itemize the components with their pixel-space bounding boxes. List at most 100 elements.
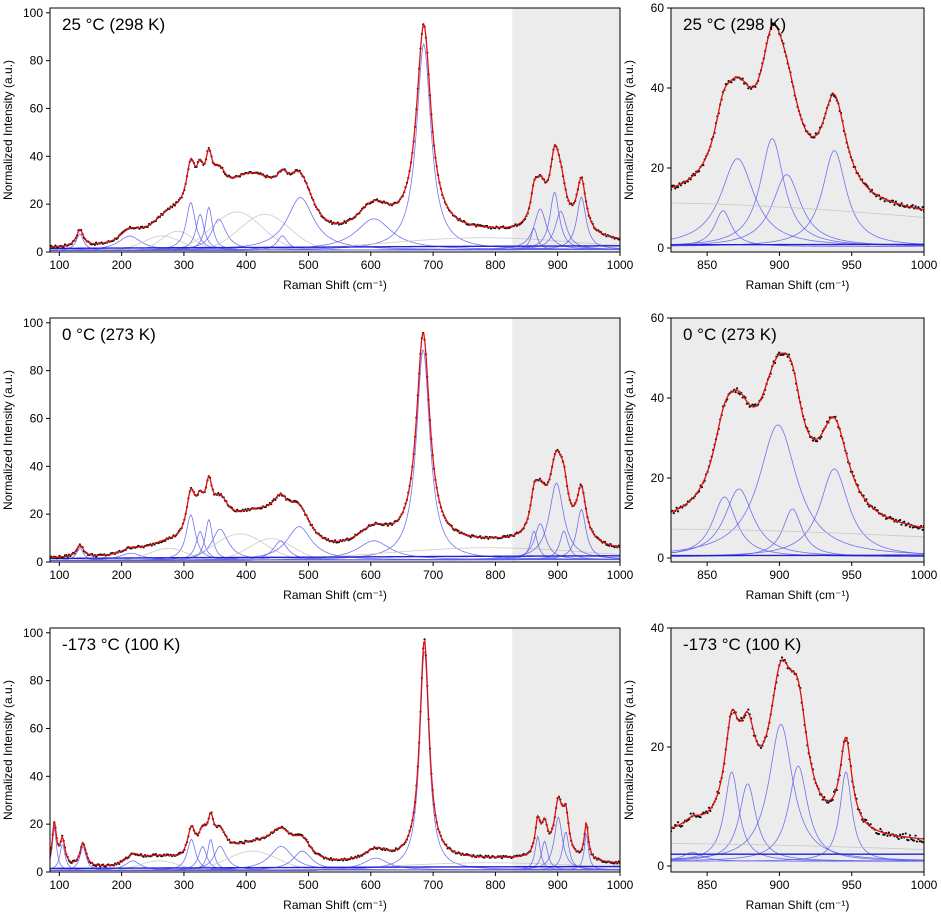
x-tick-label: 200 — [112, 568, 132, 582]
x-tick-label: 800 — [485, 568, 505, 582]
y-tick-label: 100 — [23, 316, 43, 330]
y-axis-label: Normalized Intensity (a.u.) — [622, 370, 636, 510]
y-tick-label: 20 — [30, 817, 44, 831]
x-tick-label: 800 — [485, 878, 505, 892]
y-axis-label: Normalized Intensity (a.u.) — [622, 680, 636, 820]
x-axis-label: Raman Shift (cm⁻¹) — [283, 898, 387, 912]
y-tick-label: 80 — [30, 364, 44, 378]
x-tick-label: 850 — [697, 568, 717, 582]
baseline-line — [50, 865, 620, 870]
panel-title: -173 °C (100 K) — [62, 635, 180, 654]
data-point — [676, 821, 680, 824]
plot-frame — [670, 317, 925, 563]
cumulative-fit-line — [671, 23, 924, 211]
peak-component-4 — [671, 765, 924, 861]
y-tick-label: 0 — [36, 245, 43, 259]
y-tick-label: 80 — [30, 54, 44, 68]
data-point — [780, 656, 784, 659]
cumulative-fit-line — [50, 22, 620, 248]
y-tick-label: 20 — [30, 197, 44, 211]
data-point — [747, 87, 750, 90]
y-tick-label: 20 — [651, 161, 665, 175]
data-point — [865, 819, 868, 822]
x-tick-label: 1000 — [607, 878, 634, 892]
chart-panel-main-273K: 100 200 300 400 500 600 700 800 900 1000 0 20 40 60 80… — [1, 316, 634, 602]
data-point — [672, 512, 675, 515]
data-point — [681, 824, 684, 827]
x-tick-label: 900 — [548, 568, 568, 582]
x-tick-label: 900 — [769, 878, 789, 892]
data-point — [734, 390, 737, 394]
x-tick-label: 200 — [112, 258, 132, 272]
data-point — [904, 832, 907, 835]
data-point — [675, 506, 678, 509]
x-tick-label: 100 — [49, 568, 69, 582]
data-point — [879, 827, 882, 831]
y-tick-label: 100 — [23, 6, 43, 20]
data-point — [921, 528, 924, 531]
panel-title: 25 °C (298 K) — [683, 15, 786, 34]
baseline-line — [50, 245, 620, 250]
data-point — [894, 200, 897, 203]
x-tick-label: 950 — [842, 568, 862, 582]
shaded-region — [671, 8, 924, 252]
chart-panel-zoom-273K: 850 900 950 1000 0 20 40 60 Raman Shift (cm⁻¹) No… — [622, 311, 938, 602]
cumulative-fit-line — [50, 640, 620, 867]
data-point — [735, 387, 739, 390]
data-point — [910, 837, 913, 841]
data-point — [754, 403, 757, 406]
data-point — [676, 510, 680, 513]
x-tick-label: 400 — [236, 568, 256, 582]
data-point — [821, 798, 824, 801]
x-tick-label: 900 — [769, 568, 789, 582]
cumulative-fit-line — [671, 658, 924, 840]
data-point — [900, 202, 903, 205]
x-tick-label: 500 — [299, 878, 319, 892]
plot-frame — [49, 7, 621, 253]
y-axis-label: Normalized Intensity (a.u.) — [1, 680, 15, 820]
y-tick-label: 80 — [30, 674, 44, 688]
plot-frame — [49, 317, 621, 563]
background-component-6 — [671, 843, 924, 850]
data-point — [897, 837, 900, 841]
x-axis-label: Raman Shift (cm⁻¹) — [746, 588, 850, 602]
x-tick-label: 100 — [49, 258, 69, 272]
peak-component-19 — [50, 196, 620, 251]
data-point — [883, 833, 886, 836]
shaded-region — [512, 8, 620, 252]
data-point — [730, 81, 733, 84]
x-tick-label: 700 — [423, 878, 443, 892]
x-axis-label: Raman Shift (cm⁻¹) — [746, 898, 850, 912]
y-tick-label: 100 — [23, 626, 43, 640]
y-axis-label: Normalized Intensity (a.u.) — [1, 60, 15, 200]
y-tick-label: 40 — [651, 81, 665, 95]
x-tick-label: 950 — [842, 258, 862, 272]
y-tick-label: 40 — [651, 621, 665, 635]
x-tick-label: 300 — [174, 258, 194, 272]
data-point — [816, 440, 819, 443]
data-point — [883, 200, 886, 203]
y-tick-label: 0 — [657, 859, 664, 873]
y-axis-label: Normalized Intensity (a.u.) — [1, 370, 15, 510]
panel-title: 0 °C (273 K) — [62, 325, 156, 344]
data-point — [869, 823, 872, 826]
x-tick-label: 950 — [842, 878, 862, 892]
data-point — [899, 518, 902, 522]
data-point — [901, 832, 905, 836]
peak-component-18 — [50, 508, 620, 561]
data-point — [674, 187, 677, 190]
y-tick-label: 60 — [651, 1, 665, 15]
data-point — [914, 205, 917, 208]
y-tick-label: 60 — [30, 721, 44, 735]
x-tick-label: 600 — [361, 878, 381, 892]
data-point — [903, 520, 906, 523]
data-point — [778, 351, 781, 354]
plot-frame — [670, 7, 925, 253]
y-tick-label: 20 — [30, 507, 44, 521]
chart-panel-main-100K: 100 200 300 400 500 600 700 800 900 1000 0 20 40 60 80… — [1, 626, 634, 912]
data-point — [759, 746, 763, 749]
x-axis-label: Raman Shift (cm⁻¹) — [283, 588, 387, 602]
data-point — [914, 834, 917, 837]
x-tick-label: 300 — [174, 878, 194, 892]
data-point — [689, 812, 692, 815]
